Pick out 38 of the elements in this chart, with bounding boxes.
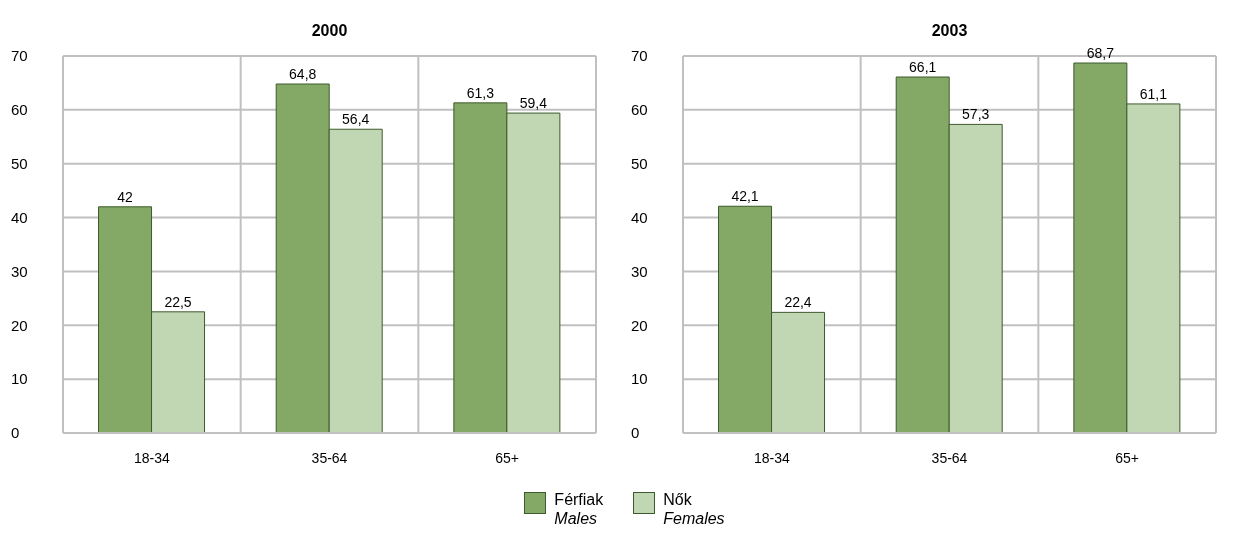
- x-tick-label: 18-34: [133, 449, 170, 466]
- y-tick-label: 20: [631, 316, 648, 334]
- x-tick-label: 18-34: [753, 449, 790, 466]
- y-tick-label: 60: [631, 101, 648, 119]
- y-tick-label: 40: [631, 208, 648, 226]
- data-label: 68,7: [1086, 45, 1115, 61]
- data-label: 42,1: [731, 188, 759, 205]
- data-label: 56,4: [342, 111, 370, 128]
- x-tick-label: 65+: [1115, 449, 1140, 466]
- y-tick-label: 50: [11, 155, 28, 173]
- data-label: 59,4: [519, 95, 548, 112]
- chart-title: 2000: [310, 22, 349, 40]
- y-tick-label: 10: [631, 370, 648, 388]
- y-tick-label: 40: [11, 208, 28, 226]
- data-label: 61,1: [1139, 85, 1168, 102]
- chart-title: 2003: [930, 22, 969, 40]
- data-label: 64,8: [289, 66, 317, 83]
- y-tick-label: 20: [11, 316, 28, 334]
- y-tick-label: 60: [11, 101, 28, 119]
- data-label: 22,5: [164, 293, 192, 310]
- data-label: 22,4: [784, 294, 812, 311]
- legend-label: Férfiak Males: [554, 490, 604, 528]
- data-label: 61,3: [466, 84, 495, 101]
- y-tick-label: 50: [631, 155, 648, 173]
- y-tick-label: 0: [11, 424, 20, 442]
- y-tick-label: 10: [11, 370, 28, 388]
- data-label: 42: [117, 188, 134, 205]
- x-tick-label: 35-64: [311, 449, 348, 466]
- x-tick-label: 35-64: [931, 449, 968, 466]
- legend-label: Nők Females: [663, 490, 725, 528]
- y-tick-label: 70: [631, 47, 648, 65]
- data-label: 57,3: [962, 106, 990, 123]
- y-tick-label: 70: [11, 47, 28, 65]
- y-tick-label: 30: [631, 262, 648, 280]
- y-tick-label: 30: [11, 262, 28, 280]
- data-label: 66,1: [909, 59, 937, 75]
- x-tick-label: 65+: [495, 449, 520, 466]
- y-tick-label: 0: [631, 424, 640, 442]
